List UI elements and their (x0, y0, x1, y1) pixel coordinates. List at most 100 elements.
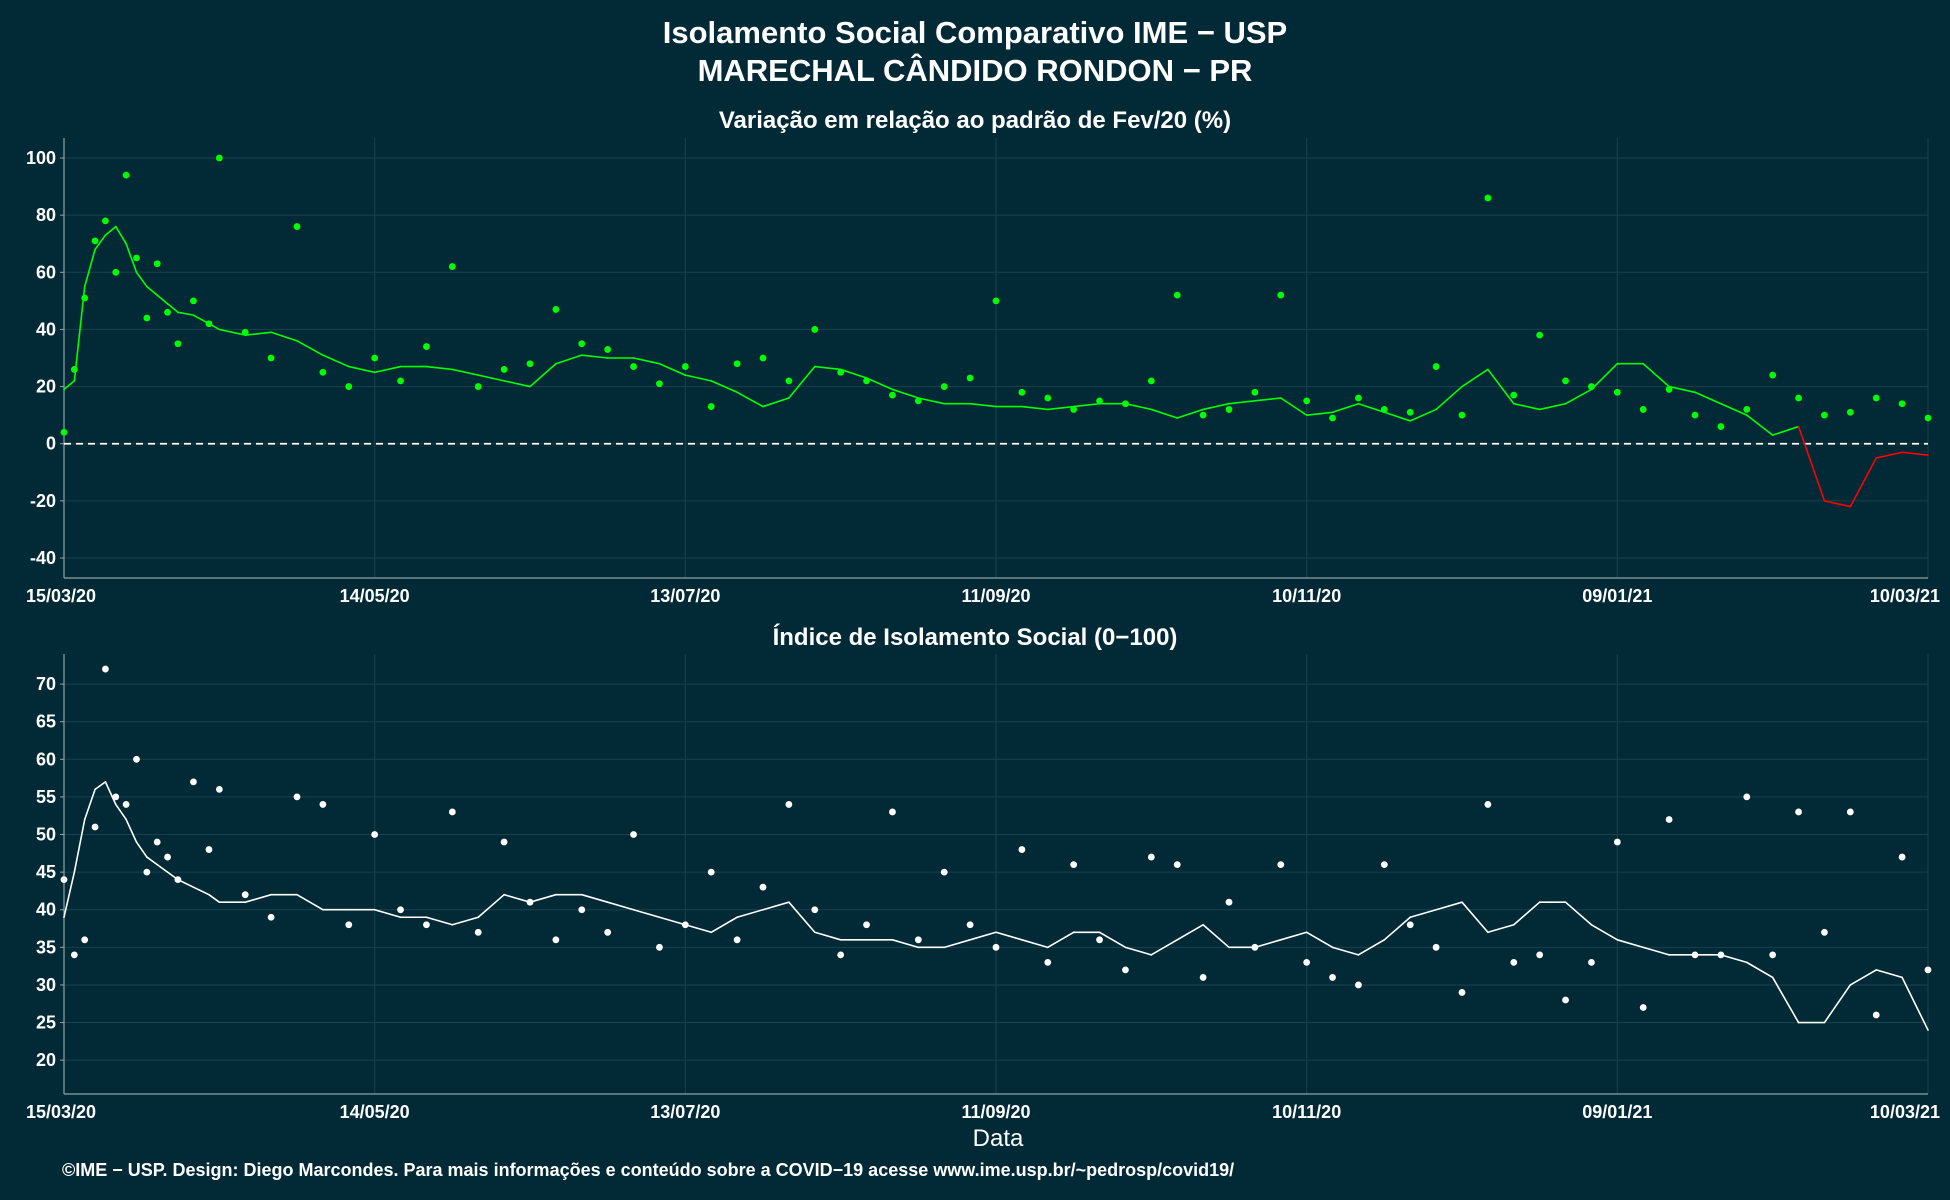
variation-trend-segment (1797, 425, 1826, 502)
index-data-point (681, 921, 689, 929)
variation-data-point (215, 154, 223, 162)
index-trend-segment (1901, 976, 1929, 1031)
variation-trend-segment (736, 391, 764, 408)
variation-x-tick-label: 10/11/20 (1272, 586, 1341, 606)
variation-trend-segment (1590, 362, 1619, 391)
variation-data-point (164, 308, 171, 316)
variation-data-point (630, 363, 637, 370)
variation-data-point (205, 320, 213, 328)
variation-x-tick-label: 11/09/20 (961, 586, 1030, 606)
variation-data-point (174, 340, 182, 348)
variation-data-point (1096, 397, 1103, 405)
index-data-point (70, 951, 78, 959)
variation-trend-segment (135, 271, 148, 288)
index-trend-segment (373, 908, 402, 919)
variation-trend-segment (1279, 397, 1308, 416)
index-data-point (1432, 943, 1440, 951)
index-data-point (319, 801, 327, 808)
index-trend-segment (1202, 923, 1230, 949)
variation-trend-segment (969, 402, 997, 408)
index-trend-segment (1564, 901, 1593, 926)
variation-trend-segment (146, 285, 158, 296)
index-data-point (1924, 966, 1932, 974)
variation-data-point (863, 377, 870, 385)
index-trend-segment (1409, 908, 1437, 919)
variation-data-point (1639, 406, 1647, 413)
variation-data-point (1924, 414, 1932, 422)
index-trend-segment (1046, 931, 1075, 949)
variation-data-point (1406, 408, 1414, 416)
index-trend-segment (1098, 931, 1127, 949)
index-data-point (1070, 861, 1078, 868)
index-data-point (1199, 974, 1207, 981)
index-data-point (1613, 838, 1621, 846)
index-data-point (267, 913, 275, 921)
variation-data-point (1691, 411, 1699, 419)
index-data-point (81, 936, 89, 944)
index-trend-segment (1435, 901, 1463, 911)
variation-trend-segment (104, 225, 117, 236)
index-data-point (1122, 966, 1129, 974)
variation-trend-segment (891, 388, 920, 399)
index-data-point (133, 755, 140, 763)
index-data-point (811, 906, 819, 914)
variation-data-point (1795, 394, 1802, 402)
variation-data-point (1717, 423, 1725, 430)
variation-trend-segment (1694, 391, 1722, 405)
index-trend-segment (529, 893, 557, 904)
index-trend-segment (1875, 969, 1903, 979)
variation-data-point (552, 306, 560, 313)
index-data-point (1769, 951, 1777, 959)
index-trend-segment (658, 916, 687, 926)
variation-data-point (1510, 391, 1518, 399)
index-y-tick-label: 70 (36, 674, 56, 694)
variation-data-point (1044, 394, 1052, 402)
index-trend-segment (1849, 969, 1878, 986)
index-y-tick-label: 65 (36, 712, 56, 732)
variation-trend-segment (1357, 402, 1386, 414)
page-subtitle: MARECHAL CÂNDIDO RONDON − PR (698, 52, 1253, 88)
index-data-point (578, 906, 586, 914)
footer-credit: ©IME − USP. Design: Diego Marcondes. Par… (62, 1160, 1234, 1180)
variation-trend-segment (1202, 402, 1230, 411)
index-data-point (112, 793, 120, 801)
variation-trend-segment (1228, 400, 1256, 405)
variation-trend-segment (1305, 411, 1334, 416)
variation-data-point (1173, 291, 1181, 299)
variation-data-point (1665, 386, 1673, 393)
variation-x-tick-label: 15/03/20 (26, 586, 96, 606)
variation-trend-segment (555, 354, 583, 365)
variation-data-point (992, 297, 1000, 305)
index-data-point (1665, 816, 1673, 823)
index-data-point (1380, 861, 1388, 868)
index-trend-segment (1021, 939, 1049, 949)
variation-trend-segment (1383, 411, 1412, 422)
index-data-point (1898, 853, 1906, 861)
variation-y-tick-label: -40 (30, 548, 56, 568)
variation-trend-segment (865, 377, 894, 391)
variation-trend-segment (839, 368, 868, 379)
index-data-point (733, 936, 741, 944)
index-trend-segment (114, 803, 127, 821)
index-data-point (345, 921, 353, 929)
variation-y-tick-label: 0 (46, 434, 56, 454)
variation-data-point (733, 360, 741, 368)
index-trend-segment (710, 916, 738, 934)
variation-trend-segment (1875, 451, 1903, 459)
variation-data-point (759, 354, 767, 362)
variation-data-point (1355, 394, 1362, 402)
variation-data-point (1303, 397, 1311, 405)
index-trend-segment (606, 901, 635, 911)
index-trend-segment (192, 886, 210, 896)
index-data-point (164, 853, 171, 861)
index-y-tick-label: 20 (36, 1050, 56, 1070)
index-y-tick-label: 55 (36, 787, 56, 807)
index-trend-segment (503, 893, 531, 904)
variation-trend-segment (166, 302, 179, 314)
index-trend-segment (1590, 923, 1619, 941)
index-trend-segment (1383, 916, 1412, 941)
variation-trend-segment (1512, 402, 1541, 411)
index-trend-segment (425, 916, 454, 926)
index-data-point (1225, 898, 1233, 906)
